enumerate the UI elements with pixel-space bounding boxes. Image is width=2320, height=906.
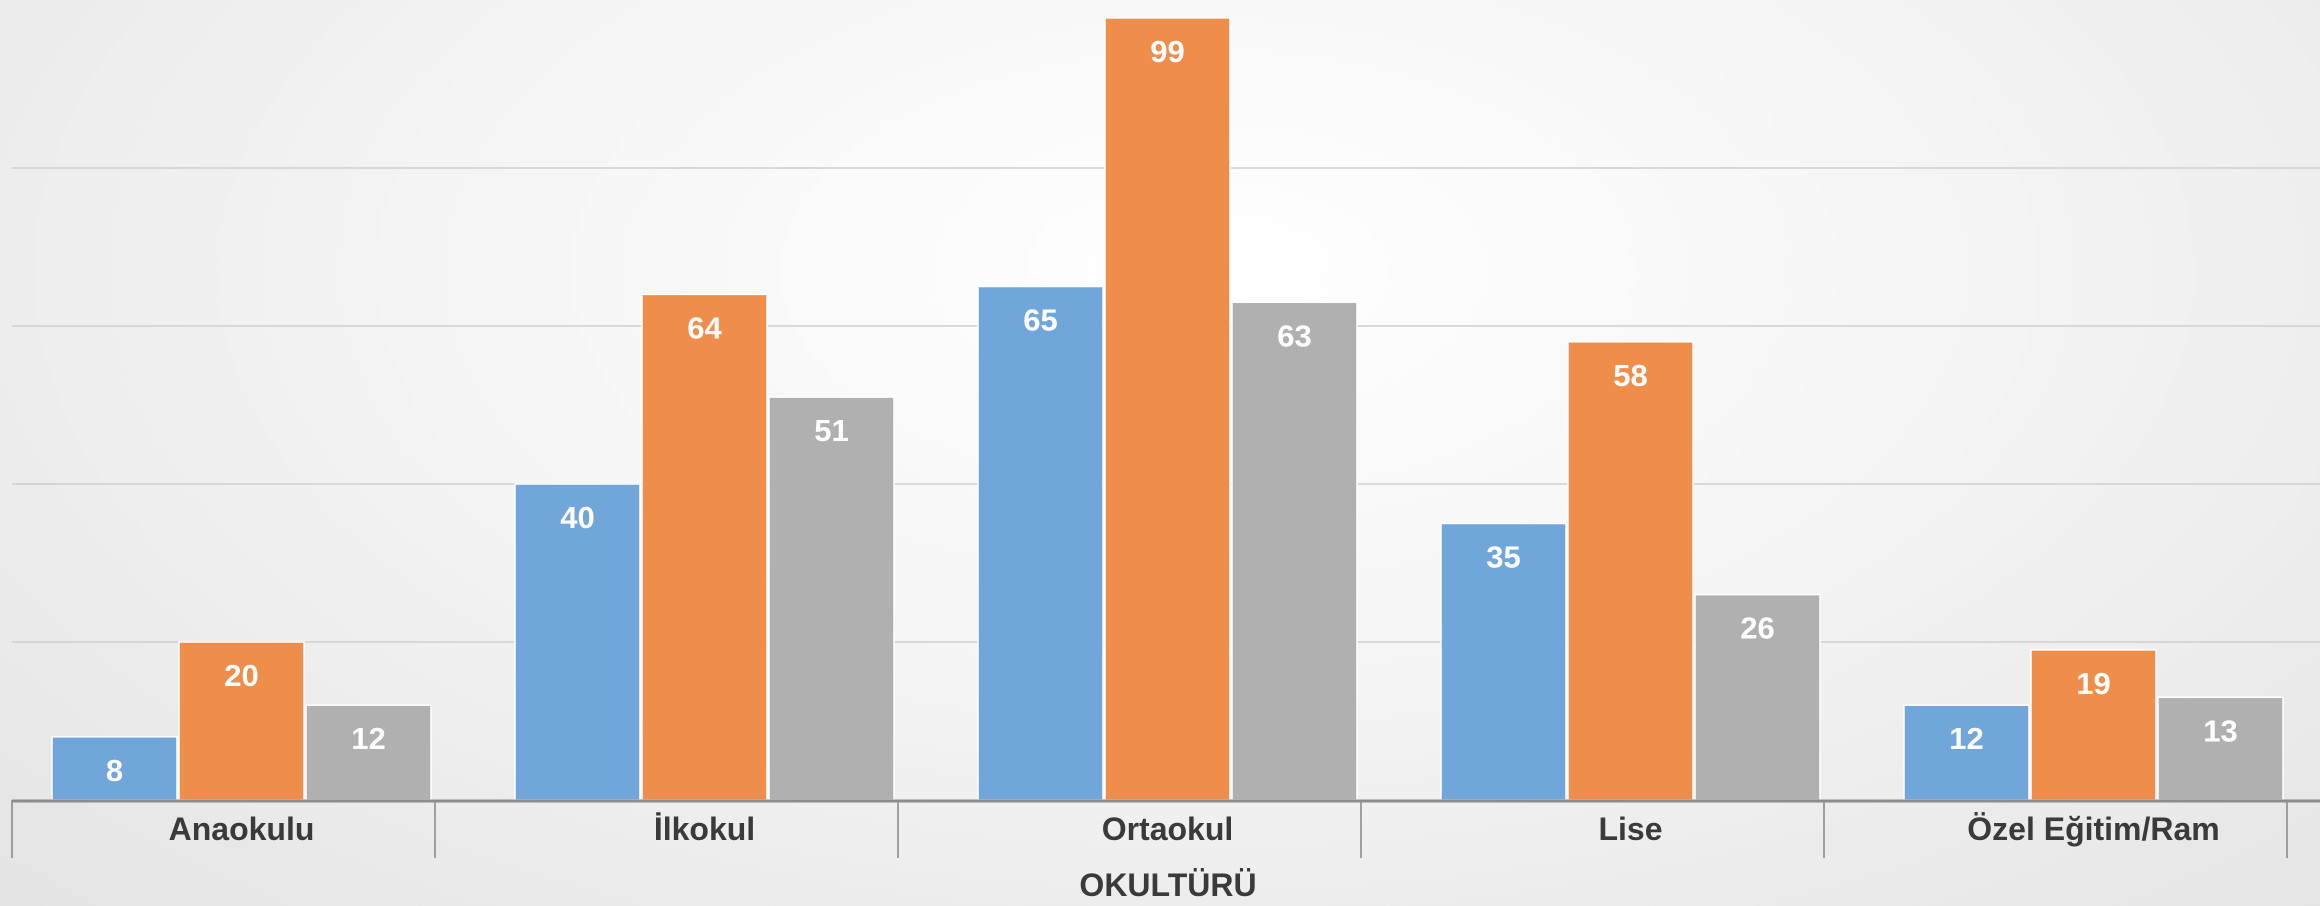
x-tick-label-3: Lise — [1598, 811, 1662, 847]
data-label-4-0: 12 — [1949, 721, 1983, 756]
data-label-0-0: 8 — [106, 753, 123, 788]
x-tick-label-2: Ortaokul — [1102, 811, 1234, 847]
x-tick-label-0: Anaokulu — [169, 811, 315, 847]
bar-2-0 — [977, 285, 1104, 801]
data-label-1-2: 51 — [814, 413, 848, 448]
bar-3-2 — [1694, 593, 1821, 801]
bars — [51, 17, 2284, 801]
bar-1-0 — [514, 483, 641, 801]
bar-4-2 — [2157, 696, 2284, 801]
data-label-3-0: 35 — [1486, 540, 1520, 575]
data-label-1-1: 64 — [687, 310, 722, 345]
data-label-2-1: 99 — [1150, 34, 1184, 69]
x-tick-label-4: Özel Eğitim/Ram — [1967, 811, 2220, 847]
bar-1-2 — [768, 396, 895, 801]
data-label-2-0: 65 — [1023, 303, 1057, 338]
data-label-4-1: 19 — [2076, 666, 2110, 701]
bar-0-2 — [305, 704, 432, 801]
data-label-4-2: 13 — [2203, 713, 2237, 748]
bar-3-1 — [1567, 341, 1694, 801]
bar-2-2 — [1231, 301, 1358, 801]
bar-4-1 — [2030, 649, 2157, 801]
data-labels: 8 20 12 40 64 51 65 99 63 35 58 26 12 19 13 — [106, 34, 2238, 788]
bar-4-0 — [1903, 704, 2030, 801]
x-tick-label-1: İlkokul — [654, 811, 755, 847]
x-axis: Anaokulu İlkokul Ortaokul Lise Özel Eğitim/R… — [11, 799, 2320, 858]
bar-0-0 — [51, 736, 178, 801]
bar-2-1 — [1104, 17, 1231, 801]
bar-1-1 — [641, 293, 768, 801]
data-label-0-1: 20 — [224, 658, 258, 693]
data-label-3-1: 58 — [1613, 358, 1647, 393]
data-label-2-2: 63 — [1277, 318, 1311, 353]
data-label-0-2: 12 — [351, 721, 385, 756]
bar-3-0 — [1440, 522, 1567, 801]
data-label-3-2: 26 — [1740, 611, 1774, 646]
x-axis-title: OKULTÜRÜ — [1079, 867, 1256, 903]
data-label-1-0: 40 — [560, 500, 594, 535]
